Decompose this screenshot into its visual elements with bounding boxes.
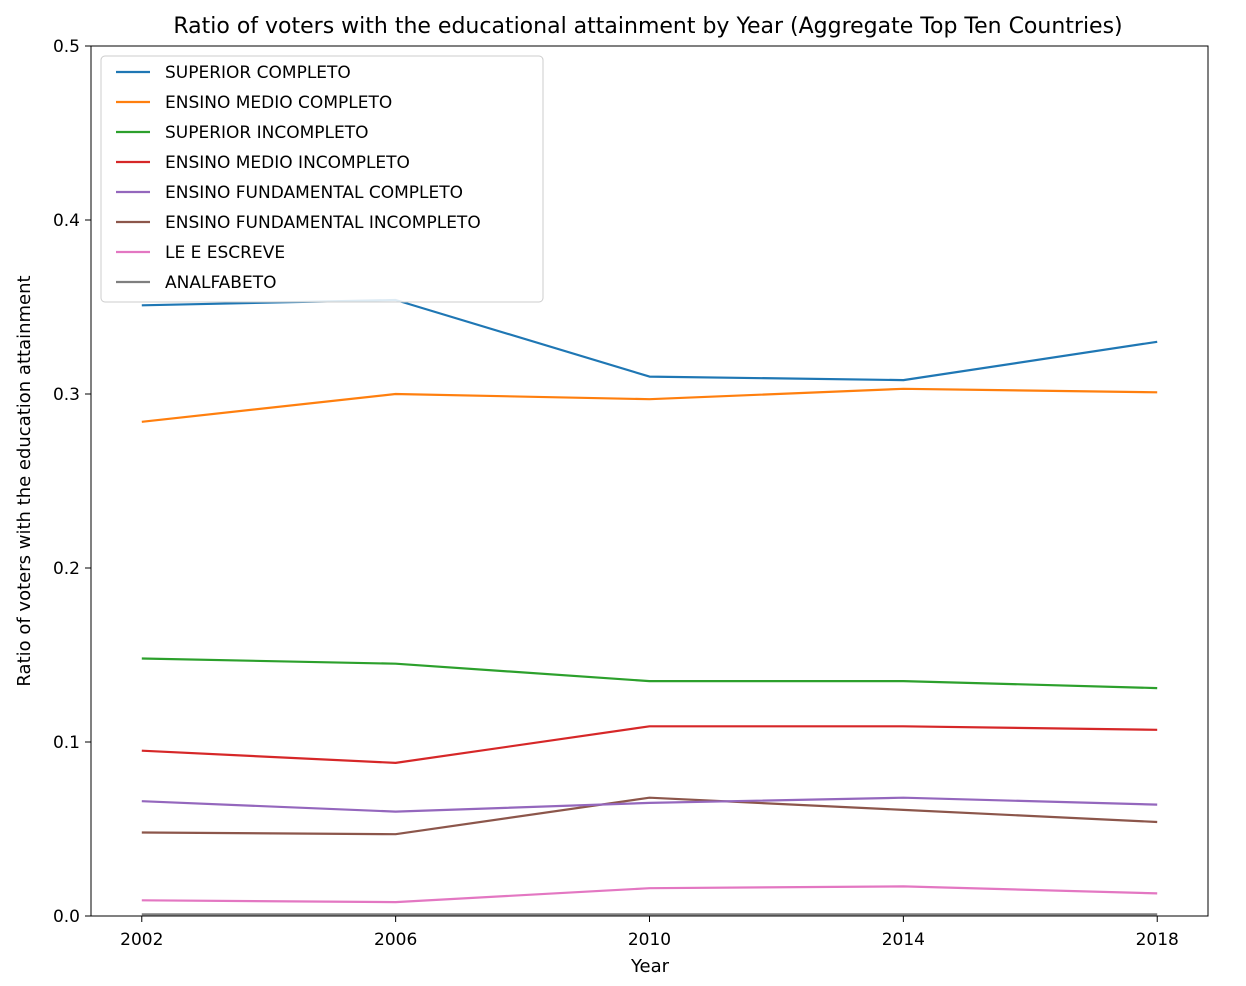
legend-label-le-e-escreve: LE E ESCREVE (165, 243, 285, 263)
series-layer (141, 298, 1158, 916)
legend: SUPERIOR COMPLETO ENSINO MEDIO COMPLETO SU… (100, 55, 544, 303)
y-tick-label-0.4: 0.4 (53, 211, 80, 231)
legend-label-ensino-medio-incompleto: ENSINO MEDIO INCOMPLETO (165, 153, 410, 173)
y-tick-label-0.1: 0.1 (53, 733, 80, 753)
x-tick-label-2018: 2018 (1136, 930, 1179, 950)
y-axis-ticks: 0.0 0.1 0.2 0.3 0.4 0.5 (53, 37, 91, 927)
legend-label-ensino-fundamental-completo: ENSINO FUNDAMENTAL COMPLETO (165, 183, 463, 203)
x-tick-label-2006: 2006 (374, 930, 417, 950)
series-line-le-e-escreve (141, 885, 1158, 904)
legend-box (100, 55, 544, 303)
y-tick-label-0.0: 0.0 (53, 907, 80, 927)
x-axis-ticks: 2002 2006 2010 2014 2018 (120, 916, 1179, 950)
x-axis-label: Year (630, 956, 670, 977)
y-axis-label: Ratio of voters with the education attai… (14, 275, 35, 686)
legend-label-analfabeto: ANALFABETO (165, 273, 276, 293)
series-line-ensino-medio-completo (141, 387, 1158, 423)
chart-title: Ratio of voters with the educational att… (173, 14, 1122, 39)
y-tick-label-0.2: 0.2 (53, 559, 80, 579)
series-line-ensino-medio-incompleto (141, 725, 1158, 765)
legend-label-ensino-medio-completo: ENSINO MEDIO COMPLETO (165, 93, 392, 113)
y-tick-label-0.5: 0.5 (53, 37, 80, 57)
series-line-ensino-fundamental-completo (141, 796, 1158, 813)
legend-label-superior-incompleto: SUPERIOR INCOMPLETO (165, 123, 369, 143)
x-tick-label-2010: 2010 (628, 930, 671, 950)
series-line-ensino-fundamental-incompleto (141, 796, 1158, 836)
y-tick-label-0.3: 0.3 (53, 385, 80, 405)
x-tick-label-2014: 2014 (882, 930, 925, 950)
series-line-superior-completo (141, 298, 1158, 382)
legend-items: SUPERIOR COMPLETO ENSINO MEDIO COMPLETO SU… (116, 63, 481, 293)
legend-label-ensino-fundamental-incompleto: ENSINO FUNDAMENTAL INCOMPLETO (165, 213, 481, 233)
x-tick-label-2002: 2002 (120, 930, 163, 950)
series-line-superior-incompleto (141, 657, 1158, 690)
legend-label-superior-completo: SUPERIOR COMPLETO (165, 63, 351, 83)
